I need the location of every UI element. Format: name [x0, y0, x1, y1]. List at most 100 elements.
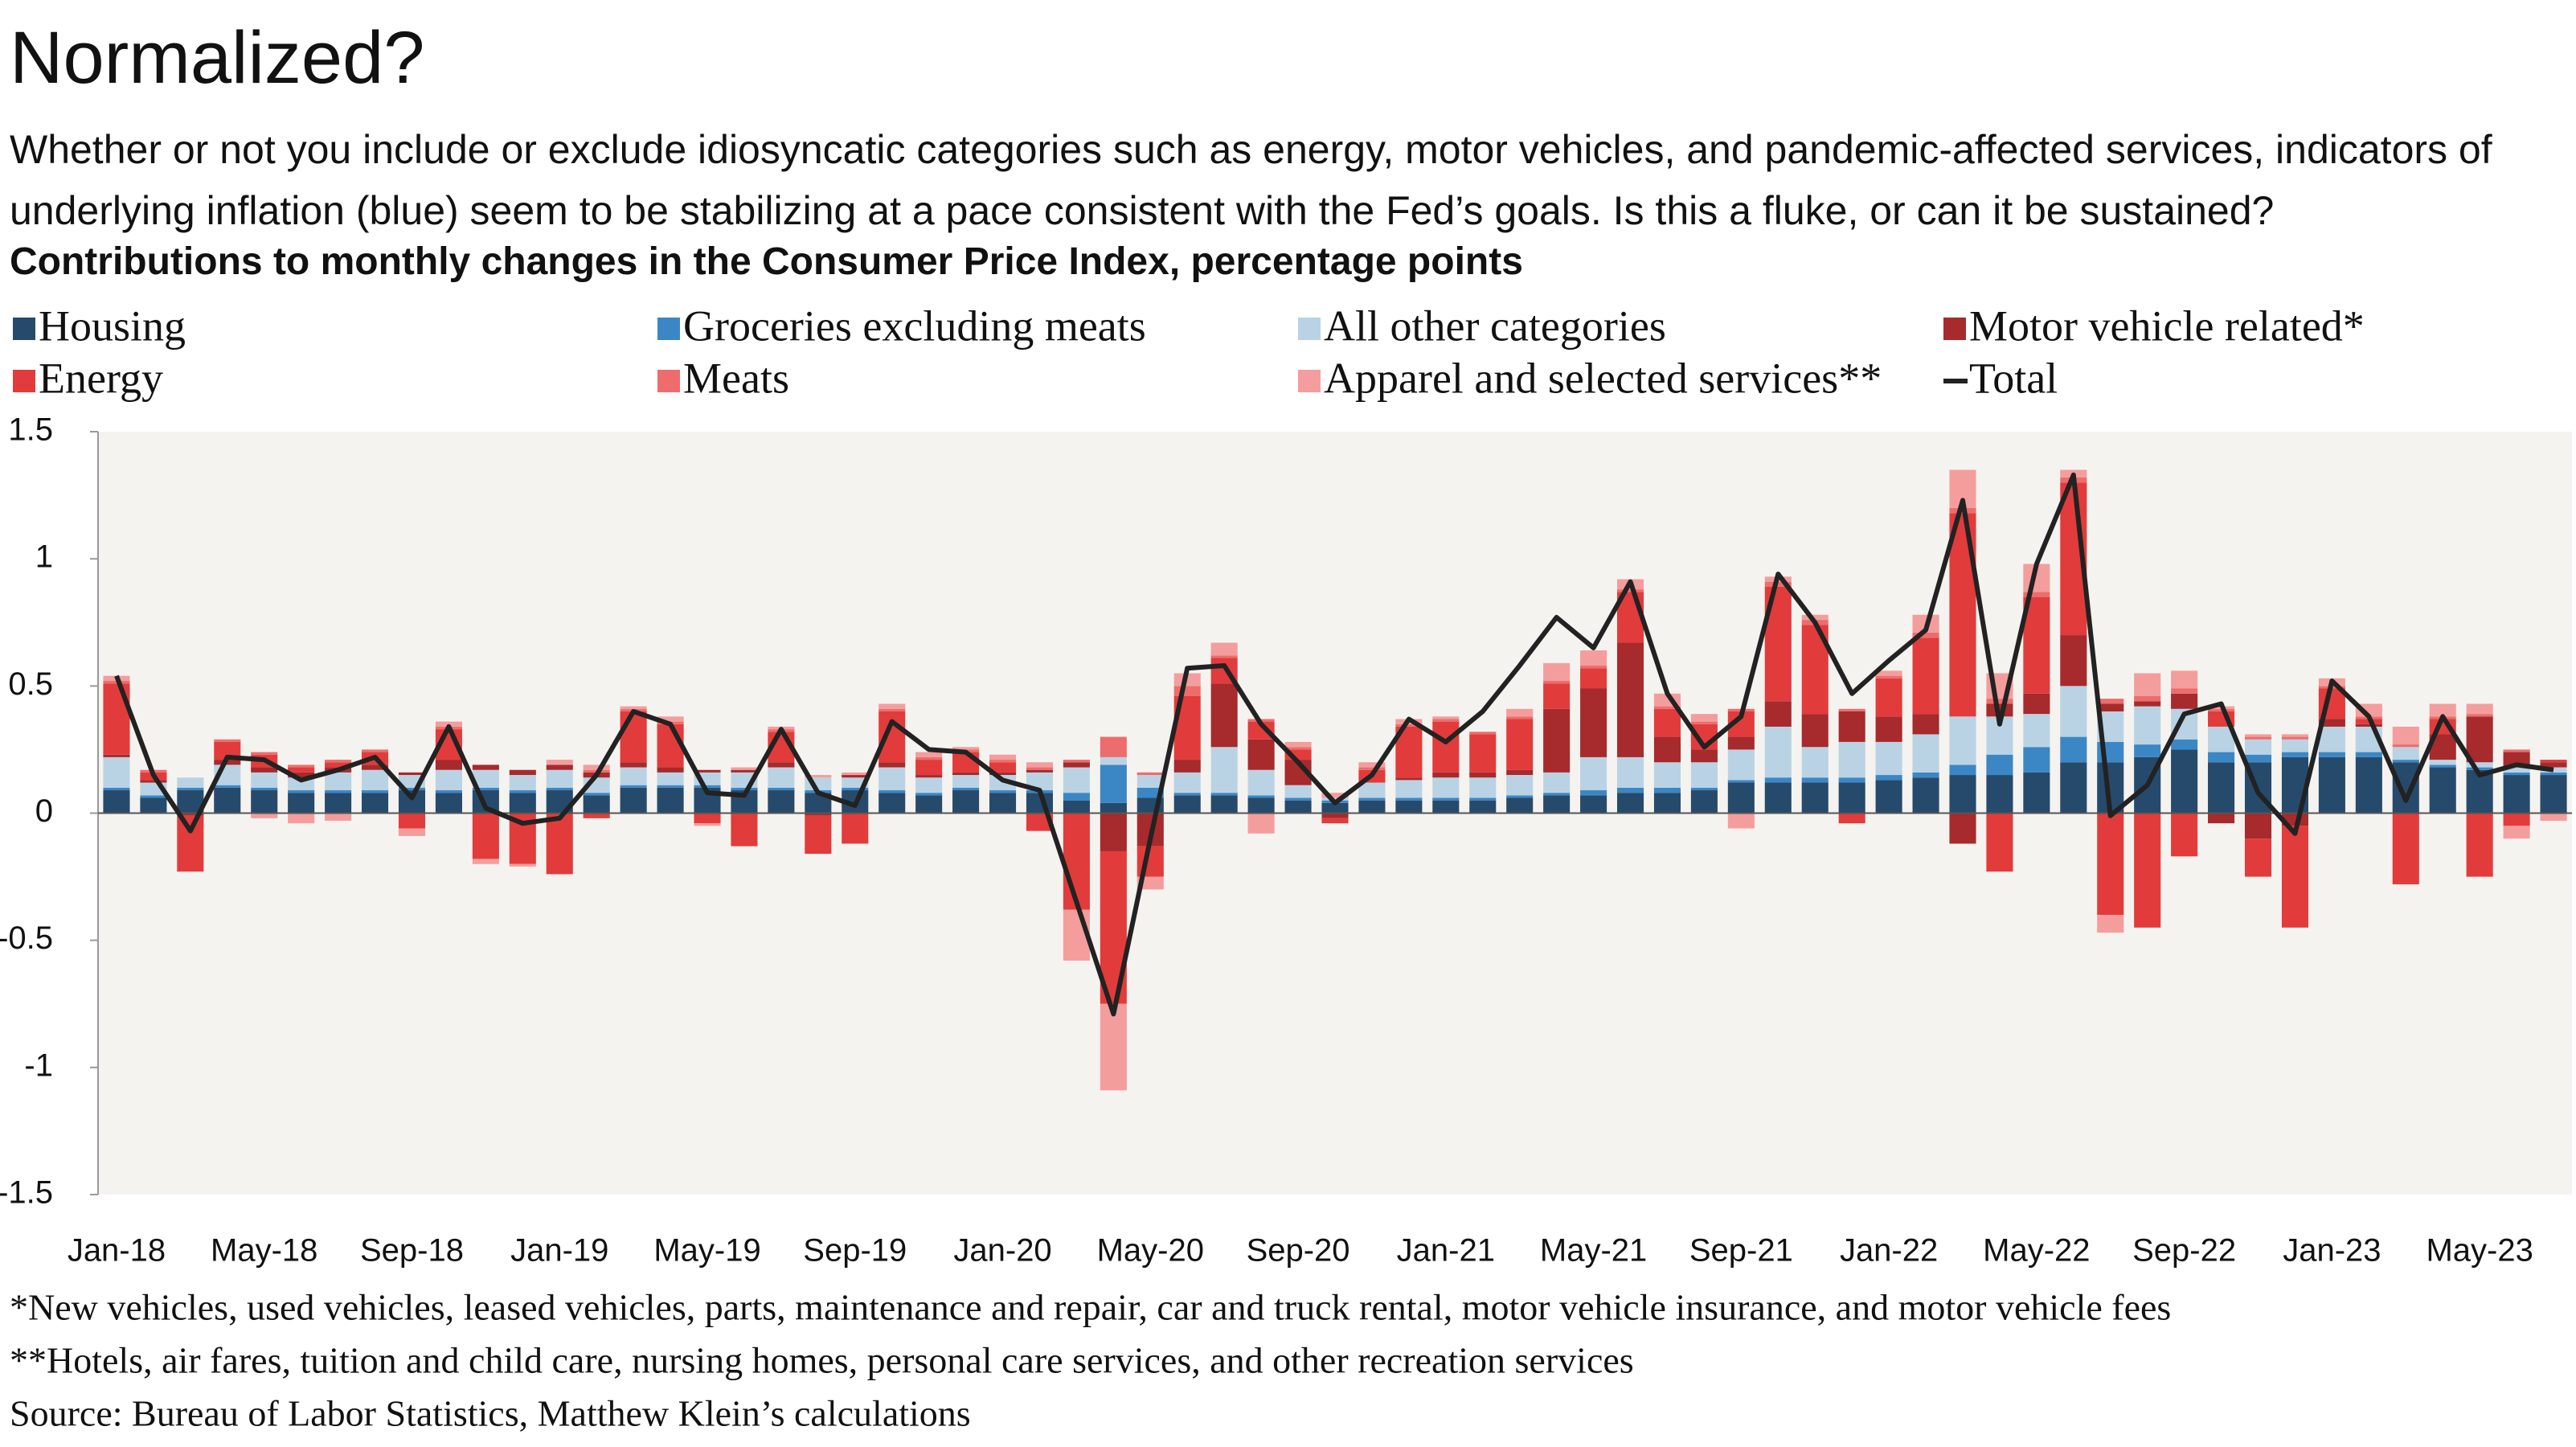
bar-segment — [362, 749, 389, 752]
bar-segment — [214, 787, 241, 814]
bar-segment — [1653, 736, 1681, 763]
bar-segment — [989, 772, 1017, 776]
x-tick-label: Jan-23 — [2283, 1233, 2381, 1269]
bar-segment — [1173, 686, 1201, 696]
bar-segment — [1506, 716, 1534, 719]
bar-segment — [1432, 719, 1460, 722]
bar-segment — [1026, 769, 1054, 773]
bar-segment — [1949, 813, 1976, 844]
bar-segment — [657, 724, 684, 768]
bar-segment — [472, 813, 499, 859]
bar-segment — [915, 775, 943, 778]
bar-segment — [398, 813, 426, 829]
bar-segment — [1247, 769, 1275, 796]
bar-segment — [2392, 760, 2419, 763]
bar-segment — [731, 767, 758, 770]
y-tick-label: 1.5 — [8, 412, 53, 448]
bar-segment — [288, 813, 315, 824]
bar-segment — [1986, 813, 2013, 872]
bar-segment — [1173, 673, 1201, 687]
bar-segment — [2281, 826, 2308, 928]
bar-segment — [1506, 708, 1534, 717]
x-tick-label: May-19 — [653, 1233, 760, 1269]
bar-segment — [435, 721, 462, 727]
bar-segment — [915, 760, 943, 776]
bar-segment — [1100, 1003, 1127, 1091]
bar-segment — [620, 787, 647, 814]
bar-segment — [583, 764, 610, 770]
bar-segment — [952, 775, 980, 788]
bar-segment — [1210, 642, 1238, 656]
bar-segment — [1358, 797, 1386, 801]
bar-segment — [2208, 813, 2235, 824]
bar-segment — [1764, 777, 1792, 783]
bar-segment — [251, 813, 278, 818]
bar-segment — [325, 762, 352, 768]
bar-segment — [1727, 780, 1755, 783]
bar-segment — [915, 756, 943, 760]
legend-label: Groceries excluding meats — [683, 301, 1146, 350]
bar-segment — [1801, 782, 1829, 814]
bar-segment — [878, 790, 906, 793]
bar-segment — [1912, 772, 1939, 778]
footnote: **Hotels, air fares, tuition and child c… — [10, 1340, 1634, 1381]
bar-segment — [509, 863, 536, 867]
bar-segment — [842, 775, 869, 778]
bar-segment — [2318, 756, 2345, 814]
bar-segment — [1432, 716, 1460, 719]
bar-segment — [1247, 739, 1275, 770]
bar-segment — [2318, 752, 2345, 757]
bar-segment — [620, 785, 647, 788]
bar-segment — [1358, 767, 1386, 770]
bar-segment — [1469, 797, 1497, 801]
bar-segment — [1875, 678, 1902, 717]
bar-segment — [2466, 716, 2493, 763]
bar-segment — [325, 772, 352, 791]
bar-segment — [952, 747, 980, 750]
bar-segment — [2466, 813, 2493, 877]
bar-segment — [805, 813, 832, 816]
bar-segment — [1100, 813, 1127, 851]
legend-label: Meats — [683, 354, 789, 402]
y-tick-label: 0.5 — [8, 666, 53, 702]
bar-segment — [1063, 800, 1090, 814]
bar-segment — [1543, 662, 1571, 682]
bar-segment — [2540, 775, 2567, 814]
bar-segment — [362, 769, 389, 791]
bar-segment — [2097, 813, 2124, 916]
bar-segment — [952, 772, 980, 776]
footnote: *New vehicles, used vehicles, leased veh… — [10, 1287, 2171, 1328]
bar-segment — [1284, 785, 1312, 798]
x-tick-label: May-23 — [2426, 1233, 2533, 1269]
bar-segment — [915, 777, 943, 793]
bar-segment — [1912, 632, 1939, 638]
bar-segment — [251, 767, 278, 773]
bar-segment — [1580, 688, 1607, 757]
bar-segment — [731, 787, 758, 791]
bar-segment — [1358, 782, 1386, 798]
bar-segment — [1543, 708, 1571, 773]
bar-segment — [1838, 708, 1865, 711]
bar-segment — [1063, 762, 1090, 768]
bar-segment — [2503, 826, 2530, 839]
bar-segment — [2134, 695, 2161, 702]
bar-segment — [2134, 706, 2161, 745]
bar-segment — [2429, 703, 2456, 717]
bar-segment — [842, 787, 869, 791]
bar-segment — [1395, 780, 1423, 798]
bar-segment — [1284, 800, 1312, 814]
bar-segment — [694, 813, 721, 824]
bar-segment — [878, 793, 906, 814]
bar-segment — [509, 775, 536, 791]
bar-segment — [1580, 650, 1607, 666]
bar-segment — [2097, 915, 2124, 933]
bar-segment — [2023, 772, 2050, 814]
bar-segment — [731, 813, 758, 846]
bar-segment — [2281, 739, 2308, 752]
bar-segment — [1690, 787, 1718, 791]
legend-label: Energy — [39, 354, 163, 402]
bar-segment — [768, 787, 795, 791]
bar-segment — [472, 859, 499, 864]
bar-segment — [620, 762, 647, 768]
chart-heading: Contributions to monthly changes in the … — [10, 240, 1523, 283]
